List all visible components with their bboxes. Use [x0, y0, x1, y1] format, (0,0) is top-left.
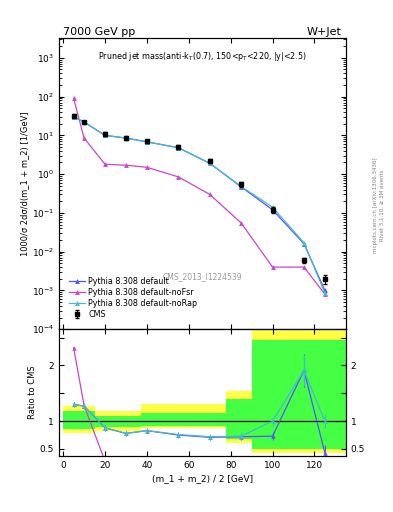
Pythia 8.308 default-noRap: [270, 204, 275, 210]
Y-axis label: 1000/σ 2dσ/d(m_1 + m_2) [1/GeV]: 1000/σ 2dσ/d(m_1 + m_2) [1/GeV]: [20, 112, 29, 256]
Text: 7000 GeV pp: 7000 GeV pp: [63, 27, 135, 37]
Pythia 8.308 default-noFsr: [239, 220, 244, 226]
Text: W+Jet: W+Jet: [307, 27, 342, 37]
Pythia 8.308 default: [176, 144, 181, 151]
Pythia 8.308 default-noFsr: [270, 264, 275, 270]
Pythia 8.308 default-noFsr: [82, 135, 86, 141]
Pythia 8.308 default: [208, 160, 212, 166]
Pythia 8.308 default-noFsr: [103, 161, 107, 167]
Pythia 8.308 default: [124, 135, 129, 141]
Pythia 8.308 default-noRap: [82, 119, 86, 125]
Line: Pythia 8.308 default: Pythia 8.308 default: [71, 114, 327, 293]
Pythia 8.308 default-noRap: [71, 114, 76, 120]
Pythia 8.308 default: [323, 287, 327, 293]
Pythia 8.308 default-noRap: [239, 183, 244, 189]
Pythia 8.308 default-noFsr: [208, 191, 212, 198]
Pythia 8.308 default-noRap: [124, 135, 129, 141]
Pythia 8.308 default-noFsr: [323, 291, 327, 297]
Pythia 8.308 default: [301, 241, 306, 247]
Line: Pythia 8.308 default-noRap: Pythia 8.308 default-noRap: [71, 114, 327, 295]
Pythia 8.308 default: [239, 184, 244, 190]
Pythia 8.308 default: [145, 139, 149, 145]
Pythia 8.308 default-noRap: [323, 290, 327, 296]
Pythia 8.308 default-noFsr: [71, 95, 76, 101]
Pythia 8.308 default-noFsr: [124, 162, 129, 168]
Text: Rivet 3.1.10, ≥ 3M events: Rivet 3.1.10, ≥ 3M events: [380, 169, 384, 241]
Pythia 8.308 default: [82, 119, 86, 125]
Text: Pruned jet mass(anti-k$_\mathregular{T}$(0.7), 150<p$_\mathregular{T}$<220, |y|<: Pruned jet mass(anti-k$_\mathregular{T}$…: [98, 50, 307, 63]
Pythia 8.308 default-noFsr: [301, 264, 306, 270]
Y-axis label: Ratio to CMS: Ratio to CMS: [28, 366, 37, 419]
Line: Pythia 8.308 default-noFsr: Pythia 8.308 default-noFsr: [71, 96, 327, 296]
Text: mcplots.cern.ch [arXiv:1306.3436]: mcplots.cern.ch [arXiv:1306.3436]: [373, 157, 378, 252]
Legend: Pythia 8.308 default, Pythia 8.308 default-noFsr, Pythia 8.308 default-noRap, CM: Pythia 8.308 default, Pythia 8.308 defau…: [66, 274, 201, 322]
X-axis label: (m_1 + m_2) / 2 [GeV]: (m_1 + m_2) / 2 [GeV]: [152, 474, 253, 483]
Pythia 8.308 default-noFsr: [145, 164, 149, 170]
Pythia 8.308 default-noRap: [301, 240, 306, 246]
Text: CMS_2013_I1224539: CMS_2013_I1224539: [163, 272, 242, 282]
Pythia 8.308 default-noRap: [103, 132, 107, 138]
Pythia 8.308 default-noRap: [145, 139, 149, 145]
Pythia 8.308 default-noFsr: [176, 174, 181, 180]
Pythia 8.308 default: [71, 114, 76, 120]
Pythia 8.308 default-noRap: [208, 160, 212, 166]
Pythia 8.308 default-noRap: [176, 144, 181, 151]
Pythia 8.308 default: [103, 132, 107, 138]
Pythia 8.308 default: [270, 207, 275, 213]
